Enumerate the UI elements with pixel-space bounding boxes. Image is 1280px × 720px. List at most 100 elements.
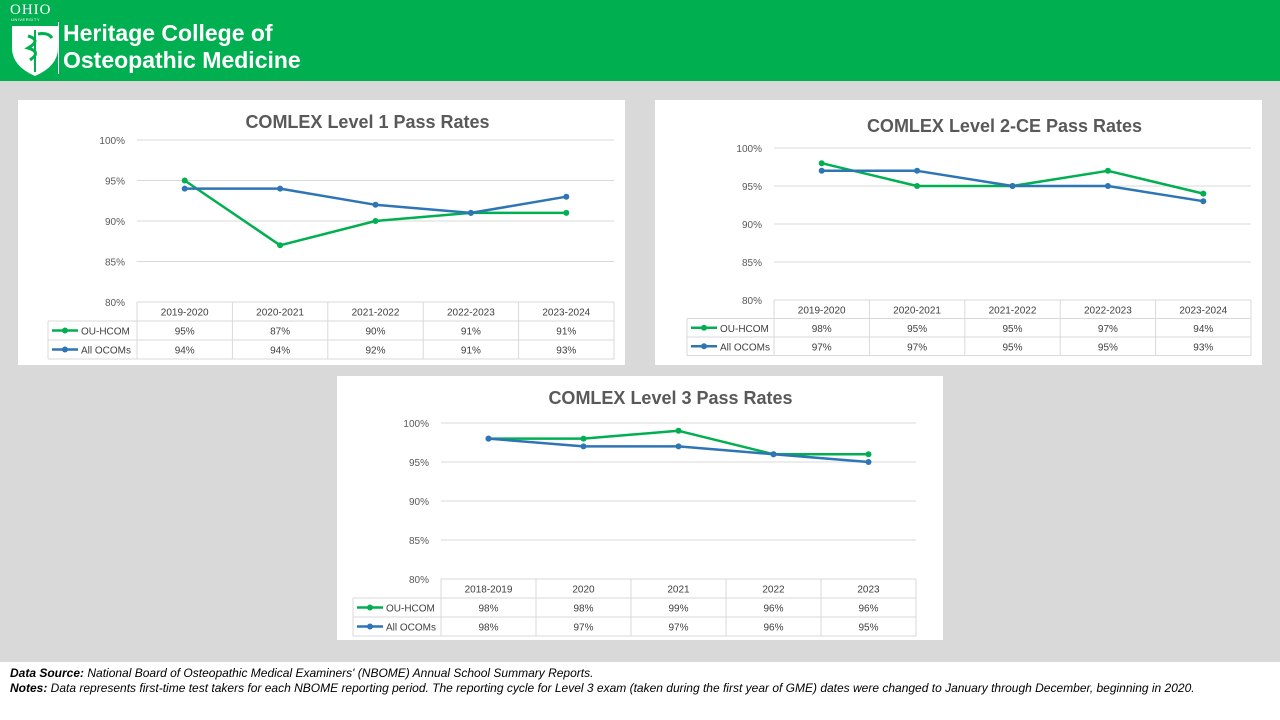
x-category-label: 2019-2020 <box>798 305 846 316</box>
data-point <box>1104 167 1111 174</box>
data-point <box>277 185 284 192</box>
data-point <box>580 443 587 450</box>
data-table-value: 94% <box>175 346 195 357</box>
data-table-value: 90% <box>365 327 385 338</box>
series-line-ou-hcom <box>821 161 1204 195</box>
legend-label: OU-HCOM <box>81 327 130 338</box>
data-point <box>181 185 188 192</box>
x-category-label: 2022-2023 <box>447 308 495 319</box>
y-tick-label: 95% <box>742 182 762 193</box>
data-table-value: 94% <box>1193 324 1213 335</box>
data-table-value: 95% <box>858 623 878 634</box>
y-tick-label: 90% <box>409 497 429 508</box>
data-point <box>372 218 379 224</box>
data-table-value: 96% <box>763 623 783 634</box>
college-name-line1: Heritage College of <box>63 20 273 46</box>
data-table-value: 91% <box>461 346 481 357</box>
legend-label: OU-HCOM <box>386 604 435 615</box>
data-table-value: 91% <box>556 327 576 338</box>
legend-label: All OCOMs <box>720 342 770 353</box>
data-point <box>914 183 921 189</box>
university-shield-logo <box>12 26 58 76</box>
chart-level3: COMLEX Level 3 Pass Rates 80% 85% 90% 95% 100… <box>337 376 943 640</box>
data-point <box>865 451 872 458</box>
data-point <box>1104 183 1111 189</box>
data-table-value: 99% <box>668 604 688 615</box>
data-table-value: 96% <box>763 604 783 615</box>
data-point <box>563 193 570 200</box>
footer-notes: Data Source: National Board of Osteopath… <box>0 662 1280 720</box>
logo-divider <box>58 22 59 74</box>
data-point <box>865 459 872 465</box>
chart-title: COMLEX Level 1 Pass Rates <box>245 112 489 132</box>
data-point <box>1200 198 1207 205</box>
data-table-value: 97% <box>812 342 832 353</box>
legend-marker-icon <box>367 623 373 630</box>
series-line-ou-hcom <box>183 179 567 247</box>
data-table-value: 95% <box>907 324 927 335</box>
chart-level1: COMLEX Level 1 Pass Rates 80% 85% 90% 95% 100… <box>18 100 625 365</box>
notes-label: Notes: <box>10 681 48 695</box>
university-subtitle: UNIVERSITY <box>11 17 41 22</box>
data-table-value: 98% <box>478 623 498 634</box>
y-tick-label: 80% <box>742 296 762 307</box>
x-category-label: 2021-2022 <box>989 305 1037 316</box>
data-point <box>1200 190 1207 197</box>
x-category-label: 2023 <box>857 585 880 596</box>
chart-svg: COMLEX Level 3 Pass Rates 80% 85% 90% 95% 100… <box>352 388 917 637</box>
data-point <box>485 435 492 442</box>
data-table-value: 95% <box>1002 324 1022 335</box>
x-category-label: 2018-2019 <box>465 585 513 596</box>
chart-title: COMLEX Level 2-CE Pass Rates <box>867 116 1142 136</box>
data-point <box>277 242 284 249</box>
data-table-value: 97% <box>1098 324 1118 335</box>
y-tick-label: 100% <box>99 136 125 147</box>
data-table-value: 96% <box>858 604 878 615</box>
y-tick-label: 100% <box>736 144 762 155</box>
data-point <box>467 209 474 216</box>
y-tick-label: 85% <box>742 258 762 269</box>
series-line-all-ocoms <box>184 187 567 215</box>
y-tick-label: 85% <box>105 258 125 269</box>
header-banner: OHIO UNIVERSITY Heritage College of Oste… <box>0 0 1280 81</box>
data-source-line: Data Source: National Board of Osteopath… <box>10 666 1270 681</box>
legend-marker-icon <box>701 324 707 331</box>
data-point <box>818 167 825 174</box>
y-tick-label: 95% <box>409 458 429 469</box>
x-category-label: 2022 <box>762 585 785 596</box>
x-category-label: 2019-2020 <box>161 308 209 319</box>
x-category-label: 2021-2022 <box>352 308 400 319</box>
data-point <box>563 209 570 216</box>
data-point <box>181 177 188 184</box>
chart-level2ce: COMLEX Level 2-CE Pass Rates 80% 85% 90% 95%… <box>655 100 1262 365</box>
x-category-label: 2020 <box>572 585 595 596</box>
data-table-value: 97% <box>573 623 593 634</box>
legend-label: All OCOMs <box>81 346 131 357</box>
data-point <box>372 201 379 208</box>
x-category-label: 2020-2021 <box>893 305 941 316</box>
data-table-value: 92% <box>365 346 385 357</box>
legend-marker-icon <box>62 327 68 334</box>
data-point <box>914 167 921 174</box>
chart-title: COMLEX Level 3 Pass Rates <box>548 388 792 408</box>
data-table-value: 95% <box>1002 342 1022 353</box>
y-tick-label: 90% <box>742 220 762 231</box>
chart-svg: COMLEX Level 2-CE Pass Rates 80% 85% 90% 95%… <box>686 116 1252 356</box>
data-table-value: 91% <box>461 327 481 338</box>
y-tick-label: 90% <box>105 217 125 228</box>
data-table-value: 93% <box>1193 342 1213 353</box>
data-point <box>580 435 587 442</box>
data-table-value: 97% <box>668 623 688 634</box>
university-name: OHIO <box>10 2 52 18</box>
data-point <box>675 427 682 434</box>
legend-label: All OCOMs <box>386 623 436 634</box>
data-source-text: National Board of Osteopathic Medical Ex… <box>84 666 594 680</box>
data-point <box>1009 183 1016 189</box>
college-name: Heritage College of Osteopathic Medicine <box>63 20 301 74</box>
data-table-value: 98% <box>812 324 832 335</box>
legend-marker-icon <box>701 343 707 350</box>
y-tick-label: 95% <box>105 177 125 188</box>
notes-text: Data represents first-time test takers f… <box>47 681 1195 695</box>
legend-marker-icon <box>62 346 68 353</box>
series-line-all-ocoms <box>488 437 869 464</box>
